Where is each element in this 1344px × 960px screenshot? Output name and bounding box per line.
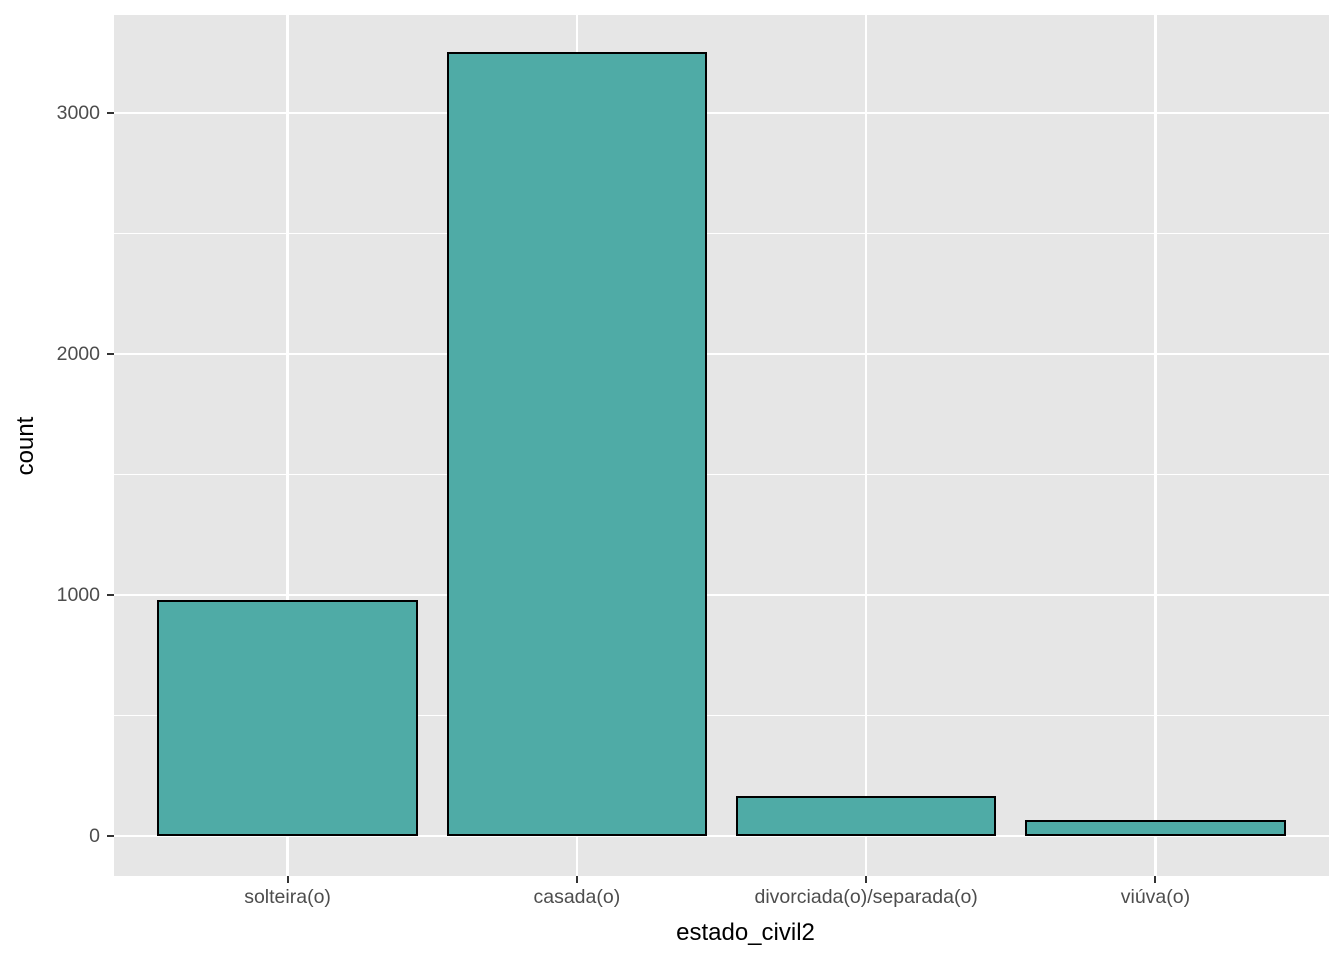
- y-axis-tick: [107, 834, 114, 837]
- x-axis-tick: [575, 876, 578, 883]
- x-axis-tick: [286, 876, 289, 883]
- gridline-major-y: [114, 352, 1329, 356]
- y-tick-label: 3000: [56, 102, 100, 125]
- x-tick-label: divorciada(o)/separada(o): [754, 886, 978, 908]
- y-axis-tick: [107, 353, 114, 356]
- gridline-major-y: [114, 111, 1329, 115]
- y-tick-label: 0: [89, 824, 100, 847]
- x-axis-title: estado_civil2: [676, 919, 815, 946]
- x-axis-tick: [865, 876, 868, 883]
- gridline-major-x: [865, 15, 868, 876]
- gridline-major-x: [286, 15, 289, 876]
- bar: [735, 796, 997, 836]
- gridline-major-y: [114, 834, 1329, 838]
- gridline-minor-y: [114, 232, 1329, 235]
- bar: [157, 599, 418, 836]
- gridline-minor-y: [114, 714, 1329, 717]
- x-tick-label: viúva(o): [1120, 886, 1191, 908]
- y-axis-title: count: [12, 416, 39, 475]
- gridline-major-y: [114, 593, 1329, 597]
- y-tick-label: 2000: [56, 343, 100, 366]
- gridline-major-x: [1154, 15, 1157, 876]
- x-tick-label: casada(o): [533, 886, 621, 908]
- gridline-minor-y: [114, 473, 1329, 476]
- x-tick-label: solteira(o): [244, 886, 331, 908]
- y-axis-tick: [107, 594, 114, 597]
- y-axis-tick: [107, 112, 114, 115]
- bar: [446, 51, 708, 836]
- x-axis-tick: [1154, 876, 1157, 883]
- bar: [1025, 820, 1286, 836]
- y-tick-label: 1000: [56, 584, 100, 607]
